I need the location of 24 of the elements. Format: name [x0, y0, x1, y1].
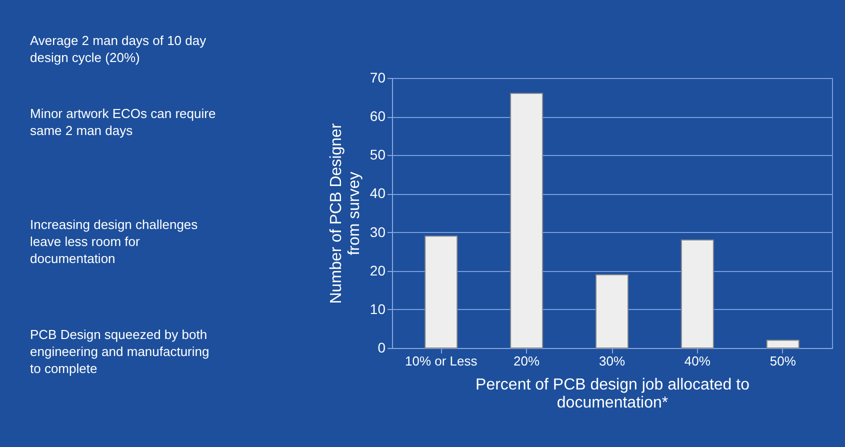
- text: Average 2 man days of 10 day design cycle (20%): [30, 33, 207, 65]
- text: Increasing design challenges leave less room for documentation: [30, 217, 198, 266]
- text: Minor artwork ECOs can require same 2 man days: [30, 106, 216, 138]
- bar: [766, 340, 800, 348]
- y-tick-label: 50: [370, 146, 386, 163]
- x-tick-label: 40%: [684, 354, 711, 368]
- x-tick-label: 10% or Less: [404, 354, 478, 368]
- y-tick-label: 40: [370, 185, 386, 202]
- y-tick-label: 10: [370, 300, 386, 317]
- bar: [424, 236, 458, 348]
- bar: [510, 92, 544, 348]
- y-tick-label: 20: [370, 262, 386, 278]
- bar: [680, 240, 714, 348]
- y-tick-label: 70: [370, 70, 386, 86]
- y-tick-label: 60: [370, 108, 386, 124]
- x-tick-label: 20%: [514, 354, 540, 368]
- x-tick-label: 30%: [598, 354, 626, 368]
- y-tick-label: 0: [378, 340, 386, 356]
- y-axis-title: Number of PCB Designer from survey: [328, 122, 363, 304]
- text: PCB Design squeezed by both engineering and manufacturing to complete: [30, 327, 210, 376]
- x-tick-label: 50%: [770, 354, 796, 368]
- x-axis-title: Percent of PCB design job allocated to documentation*: [476, 376, 750, 412]
- y-tick-label: 30: [370, 224, 386, 240]
- bar: [596, 274, 628, 348]
